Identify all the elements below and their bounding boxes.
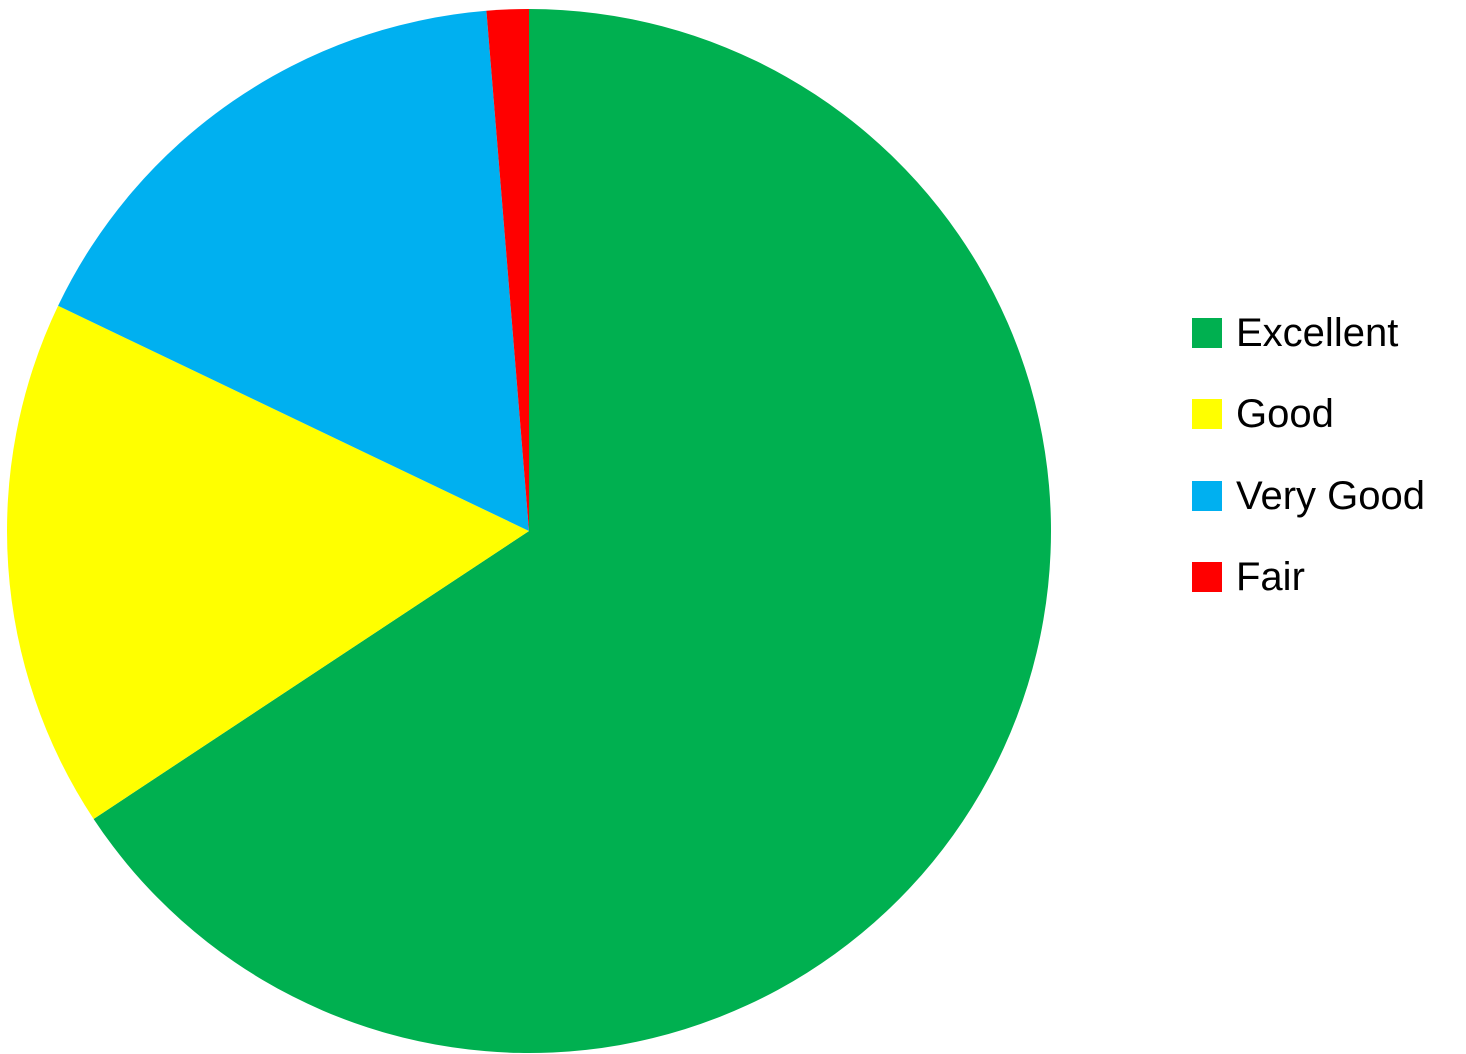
chart-legend: Excellent Good Very Good Fair [1192, 292, 1425, 618]
pie-slices [7, 9, 1051, 1053]
legend-swatch-good [1192, 399, 1222, 430]
legend-swatch-excellent [1192, 317, 1222, 348]
legend-label-fair: Fair [1236, 555, 1305, 600]
pie-slice-very-good [58, 10, 530, 532]
legend-item-very-good: Very Good [1192, 455, 1425, 537]
legend-swatch-fair [1192, 562, 1222, 593]
legend-item-fair: Fair [1192, 537, 1425, 619]
legend-swatch-very-good [1192, 480, 1222, 511]
legend-label-very-good: Very Good [1236, 473, 1426, 518]
pie-slice-fair [486, 9, 529, 531]
pie-slice-good [7, 305, 530, 819]
legend-label-excellent: Excellent [1236, 310, 1399, 355]
legend-item-excellent: Excellent [1192, 292, 1425, 374]
legend-label-good: Good [1236, 392, 1334, 437]
legend-item-good: Good [1192, 374, 1425, 456]
pie-slice-excellent [93, 9, 1051, 1053]
